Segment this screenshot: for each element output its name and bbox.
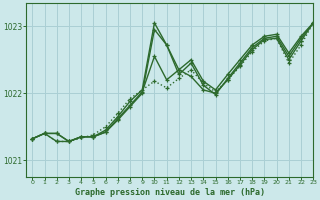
X-axis label: Graphe pression niveau de la mer (hPa): Graphe pression niveau de la mer (hPa) — [75, 188, 265, 197]
